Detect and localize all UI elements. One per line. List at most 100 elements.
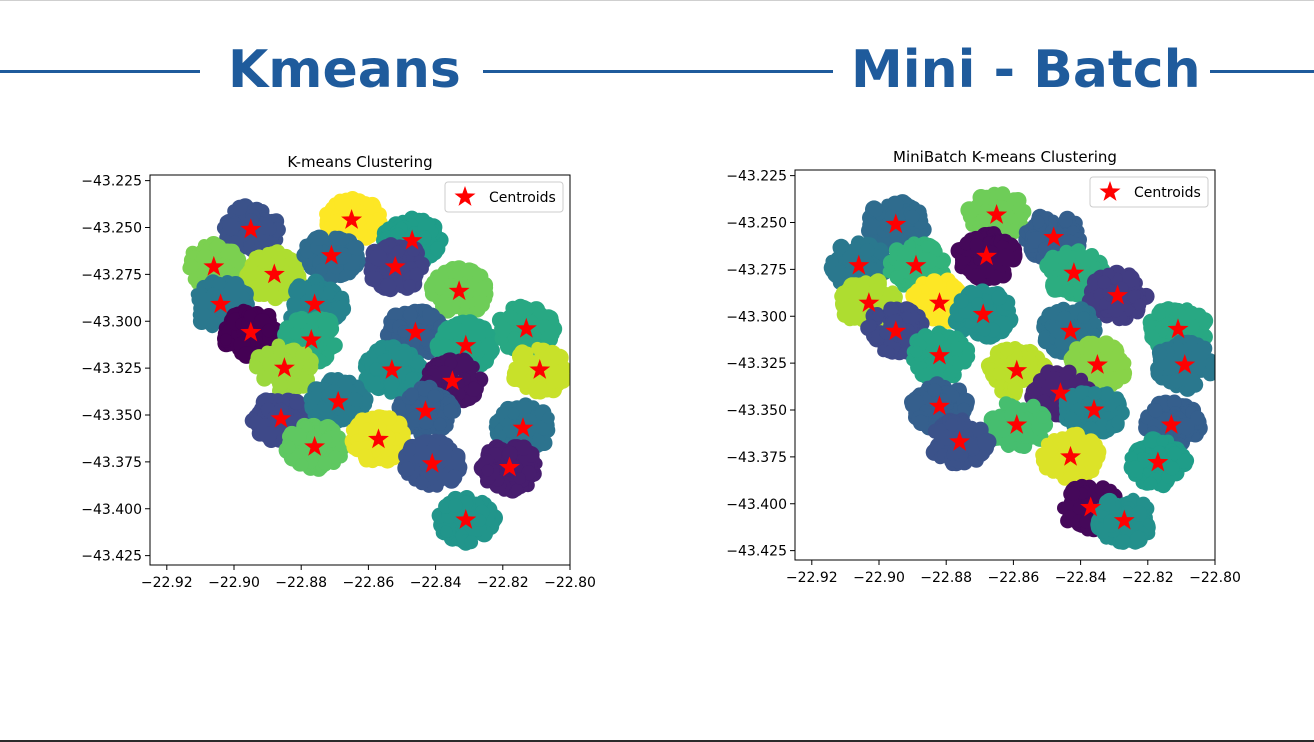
centroid-marker-5 — [263, 263, 285, 284]
data-point — [830, 267, 849, 285]
data-point — [357, 448, 373, 464]
centroid-marker-7 — [384, 255, 406, 276]
center-rule — [483, 70, 833, 73]
data-point — [358, 422, 376, 441]
chart-title: K-means Clustering — [287, 153, 432, 171]
data-point — [318, 317, 337, 336]
y-tick-label: −43.400 — [81, 502, 142, 518]
data-point — [273, 255, 287, 268]
x-tick-label: −22.86 — [342, 575, 394, 591]
centroid-marker-2 — [341, 209, 363, 229]
data-point — [448, 498, 463, 513]
centroid-marker-10 — [304, 293, 326, 314]
data-point — [435, 444, 452, 462]
data-point — [1077, 311, 1090, 324]
data-point — [336, 232, 350, 246]
data-point — [289, 267, 305, 283]
centroid-marker-15 — [515, 317, 537, 338]
centroid-marker-11 — [240, 321, 262, 342]
data-point — [1185, 318, 1200, 334]
data-point — [908, 285, 922, 299]
data-point — [968, 268, 986, 286]
data-point — [934, 256, 947, 269]
data-point — [507, 331, 521, 345]
data-point — [322, 401, 337, 416]
data-point — [872, 309, 885, 322]
y-tick-label: −43.300 — [81, 314, 142, 330]
data-point — [317, 456, 332, 471]
data-point — [304, 313, 317, 326]
cluster-22 — [391, 379, 462, 443]
data-point — [1133, 298, 1147, 312]
data-point — [328, 450, 343, 465]
data-point — [883, 301, 899, 317]
data-point — [991, 289, 1008, 306]
y-tick-label: −43.325 — [81, 361, 142, 377]
centroid-marker-24 — [304, 435, 326, 456]
data-point — [422, 307, 441, 326]
data-point — [825, 254, 839, 268]
data-point — [903, 239, 916, 252]
data-point — [183, 258, 199, 274]
data-point — [542, 411, 555, 424]
data-point — [334, 195, 351, 212]
data-point — [206, 287, 221, 302]
plot-frame — [149, 174, 571, 566]
legend-label: Centroids — [489, 190, 556, 206]
cluster-11 — [947, 283, 1019, 345]
centroid-marker-25 — [368, 428, 389, 449]
data-point — [466, 381, 482, 397]
data-point — [430, 241, 446, 257]
data-point — [409, 354, 425, 370]
cluster-8 — [423, 260, 494, 322]
centroid-marker-27 — [499, 456, 520, 477]
centroid-marker-21 — [327, 390, 349, 411]
data-point — [448, 453, 466, 471]
data-point — [196, 307, 211, 321]
data-point — [860, 243, 875, 258]
data-point — [1045, 275, 1063, 293]
x-tick-label: −22.90 — [208, 575, 260, 591]
data-point — [298, 373, 312, 387]
centroid-marker-14 — [455, 334, 477, 355]
data-point — [402, 442, 417, 457]
data-point — [1195, 312, 1214, 330]
data-point — [229, 252, 247, 269]
cluster-13 — [1036, 301, 1103, 362]
data-point — [480, 337, 499, 355]
cluster-8 — [1081, 264, 1155, 327]
data-point — [905, 209, 920, 225]
data-point — [256, 271, 273, 288]
data-point — [921, 240, 934, 253]
kmeans-chart: K-means Clustering−22.92 −22.90 −22.88 −22.… — [81, 153, 596, 591]
data-point — [215, 258, 230, 274]
data-point — [457, 354, 475, 372]
data-point — [1079, 250, 1098, 268]
data-point — [337, 377, 353, 393]
data-point — [307, 284, 324, 301]
data-point — [405, 371, 419, 386]
data-point — [369, 248, 388, 267]
data-point — [383, 376, 400, 392]
data-point — [464, 535, 479, 550]
data-point — [315, 263, 328, 276]
centroid-marker-18 — [441, 370, 463, 391]
data-point — [459, 297, 472, 311]
data-point — [414, 476, 429, 491]
data-point — [261, 323, 276, 338]
data-point — [1122, 269, 1140, 288]
data-point — [373, 342, 386, 356]
data-point — [882, 345, 895, 359]
centroid-marker-23 — [512, 417, 534, 437]
data-point — [329, 213, 346, 231]
data-point — [380, 278, 397, 294]
data-point — [391, 245, 405, 259]
data-point — [397, 325, 411, 338]
data-point — [333, 299, 352, 318]
data-point — [379, 429, 396, 446]
data-point — [220, 333, 232, 346]
data-point — [346, 392, 361, 407]
data-point — [977, 323, 991, 337]
kmeans-heading: Kmeans — [228, 40, 461, 100]
data-point — [1072, 276, 1086, 290]
